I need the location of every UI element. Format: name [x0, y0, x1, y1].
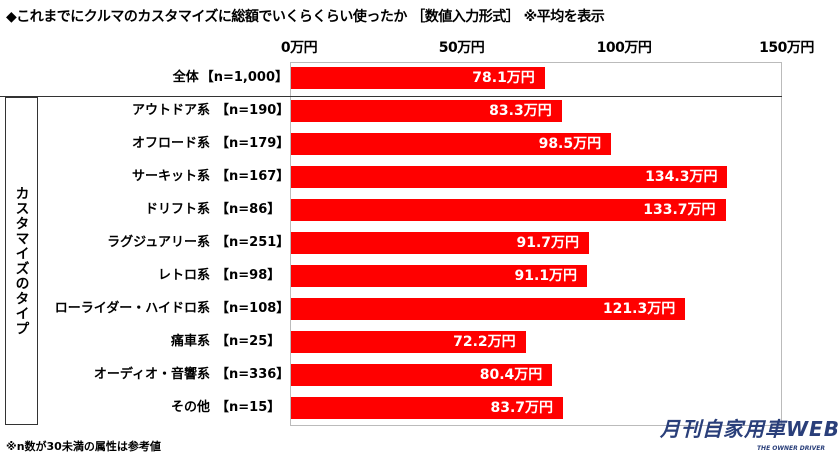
bar: 91.1万円 — [291, 265, 588, 287]
bar: 98.5万円 — [291, 133, 612, 155]
n-label: 【n=98】 — [216, 268, 281, 283]
bar: 134.3万円 — [291, 166, 728, 188]
total-label: 全体 — [172, 70, 199, 85]
bar: 91.7万円 — [291, 232, 590, 254]
category-label: ローライダー・ハイドロ系 — [54, 301, 210, 316]
category-label: オフロード系 — [131, 136, 210, 151]
divider — [0, 96, 782, 97]
bar: 133.7万円 — [291, 199, 726, 221]
n-label: 【n=15】 — [216, 400, 281, 415]
logo-main: 月刊自家用車WEB — [660, 417, 840, 441]
n-label: 【n=167】 — [216, 169, 290, 184]
x-tick-label: 100万円 — [596, 40, 652, 56]
category-label: アウトドア系 — [131, 103, 210, 118]
logo: 月刊自家用車WEB THE OWNER DRIVER — [660, 418, 839, 456]
group-box: カスタマイズのタイプ — [5, 97, 38, 425]
category-label: 痛車系 — [170, 334, 210, 349]
total-row: 全体 【n=1,000】 — [173, 67, 288, 89]
n-label: 【n=25】 — [216, 334, 281, 349]
bar: 72.2万円 — [291, 331, 526, 353]
bar: 121.3万円 — [291, 298, 686, 320]
bar: 83.3万円 — [291, 100, 562, 122]
group-label: カスタマイズのタイプ — [13, 186, 30, 336]
bar-total: 78.1万円 — [291, 67, 545, 89]
x-tick-label: 50万円 — [438, 40, 485, 56]
n-label: 【n=251】 — [216, 235, 290, 250]
footnote: ※n数が30未満の属性は参考値 — [6, 440, 161, 453]
n-label: 【n=190】 — [216, 103, 290, 118]
n-label: 【n=86】 — [216, 202, 281, 217]
x-tick-label: 150万円 — [759, 40, 814, 56]
x-tick-label: 0万円 — [280, 40, 318, 56]
category-label: ドリフト系 — [144, 202, 210, 217]
n-label: 【n=336】 — [216, 367, 290, 382]
category-label: ラグジュアリー系 — [107, 235, 210, 250]
n-label: 【n=179】 — [216, 136, 290, 151]
category-label: オーディオ・音響系 — [93, 367, 210, 382]
total-n: 【n=1,000】 — [200, 70, 288, 85]
category-label: レトロ系 — [157, 268, 210, 283]
bar: 83.7万円 — [291, 397, 564, 419]
category-label: サーキット系 — [131, 169, 210, 184]
logo-sub: THE OWNER DRIVER — [756, 445, 825, 452]
chart-title: ◆これまでにクルマのカスタマイズに総額でいくらくらい使ったか ［数値入力形式］ … — [6, 9, 605, 25]
category-label: その他 — [170, 400, 210, 415]
plot-area — [290, 62, 782, 426]
bar: 80.4万円 — [291, 364, 553, 386]
n-label: 【n=108】 — [216, 301, 290, 316]
